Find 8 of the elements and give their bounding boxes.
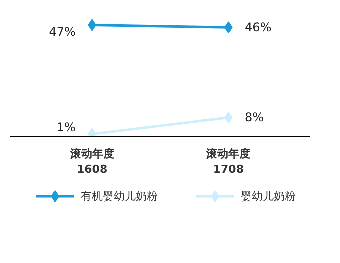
data-label: 1% [56, 120, 76, 134]
legend-label: 婴幼儿奶粉 [240, 190, 296, 203]
data-label: 8% [245, 110, 264, 125]
data-label: 46% [245, 20, 272, 35]
x-tick-label: 滚动年度 1708 [206, 148, 251, 176]
data-label: 47% [49, 25, 76, 40]
x-tick-label: 滚动年度 1608 [69, 148, 114, 176]
legend-label: 有机婴幼儿奶粉 [80, 190, 158, 203]
